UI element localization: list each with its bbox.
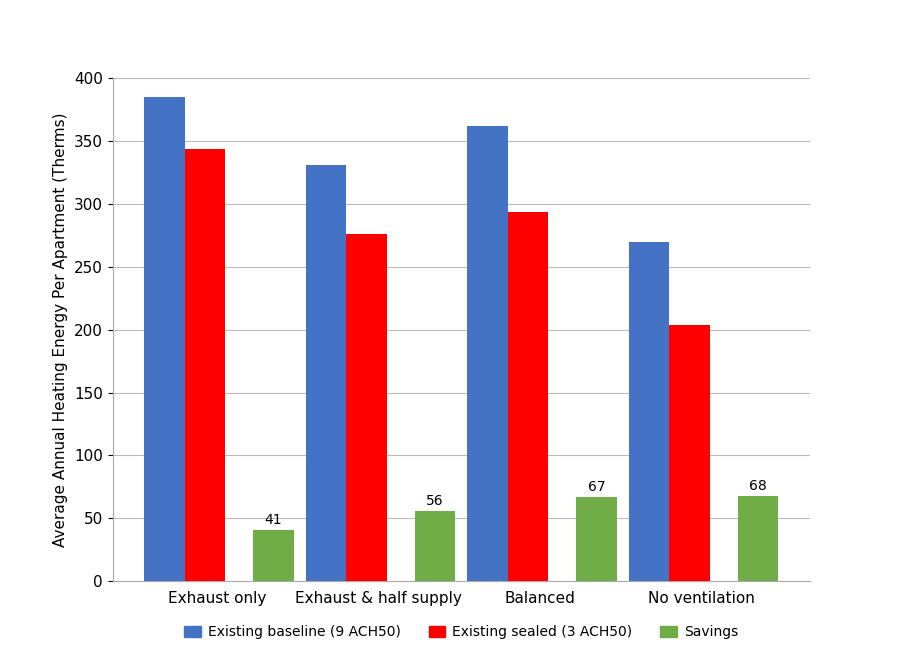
Bar [576, 497, 616, 581]
Bar [415, 511, 455, 581]
Bar [144, 97, 184, 581]
Bar [184, 149, 225, 581]
Bar [738, 496, 778, 581]
Bar [306, 165, 346, 581]
Text: 68: 68 [749, 479, 767, 493]
Text: 56: 56 [427, 494, 444, 508]
Bar [670, 325, 709, 581]
Text: 67: 67 [588, 481, 606, 494]
Bar [253, 530, 293, 581]
Legend: Existing baseline (9 ACH50), Existing sealed (3 ACH50), Savings: Existing baseline (9 ACH50), Existing se… [179, 620, 743, 645]
Bar [346, 234, 386, 581]
Text: 41: 41 [265, 513, 283, 527]
Y-axis label: Average Annual Heating Energy Per Apartment (Therms): Average Annual Heating Energy Per Apartm… [53, 112, 68, 547]
Bar [508, 212, 548, 581]
Bar [467, 126, 508, 581]
Bar [629, 242, 670, 581]
